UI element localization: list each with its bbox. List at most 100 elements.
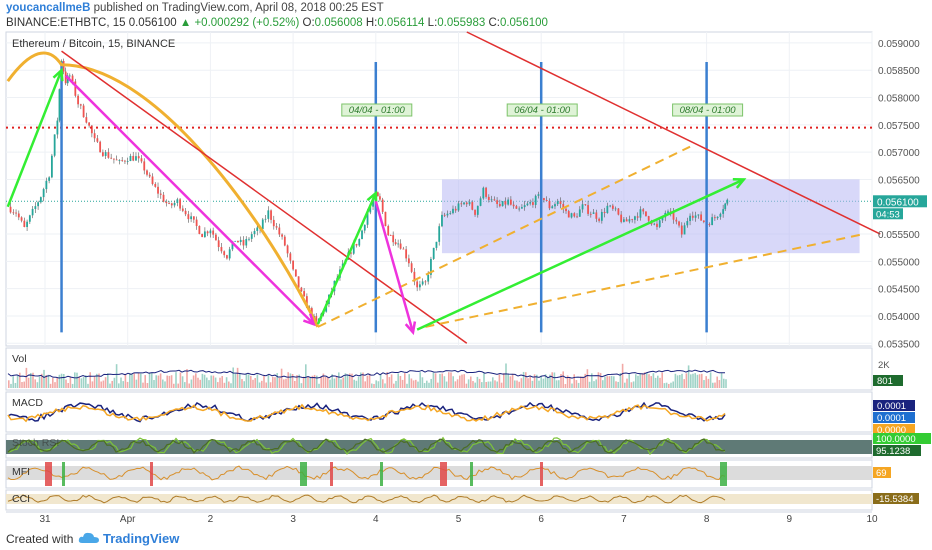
stoch-value-box-1 <box>873 433 931 444</box>
candle-body <box>407 258 410 264</box>
volume-bar <box>571 383 573 388</box>
volume-bar <box>432 372 435 388</box>
author-link[interactable]: youcancallmeB <box>6 2 91 14</box>
volume-bar <box>38 376 41 388</box>
volume-bar <box>201 373 204 388</box>
volume-bar <box>309 376 311 388</box>
range-box[interactable] <box>441 179 860 254</box>
volume-bar <box>78 376 80 388</box>
up-triangle-icon: ▲ <box>179 17 192 29</box>
macd-pane[interactable] <box>5 391 873 433</box>
candle-body <box>17 213 20 218</box>
candle-body <box>634 216 636 220</box>
volume-bar <box>181 376 184 388</box>
annotation-label: 06/04 - 01:00 <box>514 105 571 116</box>
volume-bar <box>685 373 688 388</box>
candle-body <box>389 235 392 236</box>
volume-bar <box>307 376 309 388</box>
candle-body <box>179 199 181 209</box>
price-tick-label: 0.058000 <box>878 94 920 105</box>
trendlines <box>61 31 881 344</box>
time-tick-label: 6 <box>538 514 544 525</box>
time-axis[interactable]: 31 Apr 2 3 4 5 6 7 8 9 10 <box>39 514 878 525</box>
cci-line <box>7 494 726 504</box>
tradingview-brand-link[interactable]: TradingView <box>103 531 180 546</box>
volume-bar <box>650 376 652 388</box>
volume-bar <box>8 380 10 388</box>
candle-body <box>220 247 223 252</box>
volume-bar <box>280 368 283 388</box>
volume-bar <box>617 381 619 388</box>
mfi-band <box>6 466 872 480</box>
candle-body <box>264 218 267 220</box>
candle-body <box>34 206 37 209</box>
candle-body <box>250 234 253 239</box>
candle-body <box>700 214 702 221</box>
annotation-box <box>341 103 413 117</box>
candle-body <box>118 160 121 161</box>
volume-bar <box>412 380 415 388</box>
candle-body <box>245 239 248 246</box>
volume-bar <box>69 377 72 388</box>
candle-body <box>479 198 482 206</box>
volume-bar <box>12 376 14 388</box>
volume-bar <box>390 374 393 388</box>
candle-body <box>603 211 606 214</box>
candle-body <box>366 212 369 225</box>
volume-bar <box>487 381 490 388</box>
volume-bar <box>230 383 232 388</box>
candle-body <box>523 205 526 208</box>
candle-body <box>93 133 96 139</box>
volume-bar <box>659 377 661 388</box>
volume-bar <box>676 375 679 388</box>
candle-body <box>88 122 91 126</box>
volume-bar <box>219 377 221 388</box>
volume-bar <box>428 382 430 388</box>
volume-bar <box>505 363 507 388</box>
green-arrow <box>6 69 63 208</box>
volume-bar <box>555 380 558 388</box>
volume-bar <box>408 374 410 388</box>
candle-body <box>556 201 559 205</box>
volume-bar <box>36 382 39 388</box>
candle-body <box>512 204 515 207</box>
volume-bar <box>353 379 355 388</box>
volume-bar <box>430 378 432 388</box>
volume-bar <box>613 376 615 388</box>
volume-bar <box>256 374 259 388</box>
candle-body <box>647 216 650 221</box>
candle-body <box>592 212 595 214</box>
price-tick-label: 0.057000 <box>878 148 920 159</box>
mfi-highlight <box>380 462 383 486</box>
volume-bar <box>179 372 182 388</box>
volume-bar <box>518 381 520 388</box>
volume-bar <box>203 374 206 388</box>
orange-arc[interactable] <box>6 51 320 328</box>
date-annotations: 04/04 - 01:00 06/04 - 01:00 08/04 - 01:00 <box>341 103 744 117</box>
macd-value-box-2 <box>873 412 915 423</box>
candle-body <box>58 89 61 121</box>
volume-bar <box>54 382 56 388</box>
stoch-d-line <box>7 438 726 454</box>
stoch-title: Stoch RSI <box>12 437 59 449</box>
volume-bar <box>604 376 606 388</box>
chart-area[interactable]: 04/04 - 01:00 06/04 - 01:00 08/04 - 01:00 … <box>0 0 932 526</box>
candle-body <box>215 234 217 241</box>
candle-body <box>192 216 195 220</box>
candle-body <box>713 217 716 219</box>
candle-body <box>110 157 113 159</box>
candle-body <box>350 252 352 254</box>
candle-body <box>223 251 226 256</box>
volume-bar <box>520 378 523 388</box>
candle-body <box>394 242 397 245</box>
volume-bar <box>225 377 228 388</box>
volume-bar <box>148 372 151 388</box>
price-axis[interactable]: 0.059000 0.058500 0.058000 0.057500 0.057000… <box>873 39 927 350</box>
volume-bar <box>646 372 648 388</box>
candle-body <box>724 203 727 210</box>
volume-bar <box>674 373 677 388</box>
volume-bar <box>320 376 322 388</box>
volume-bar <box>19 372 21 388</box>
volume-bar <box>261 380 263 388</box>
volume-bar <box>461 374 463 388</box>
